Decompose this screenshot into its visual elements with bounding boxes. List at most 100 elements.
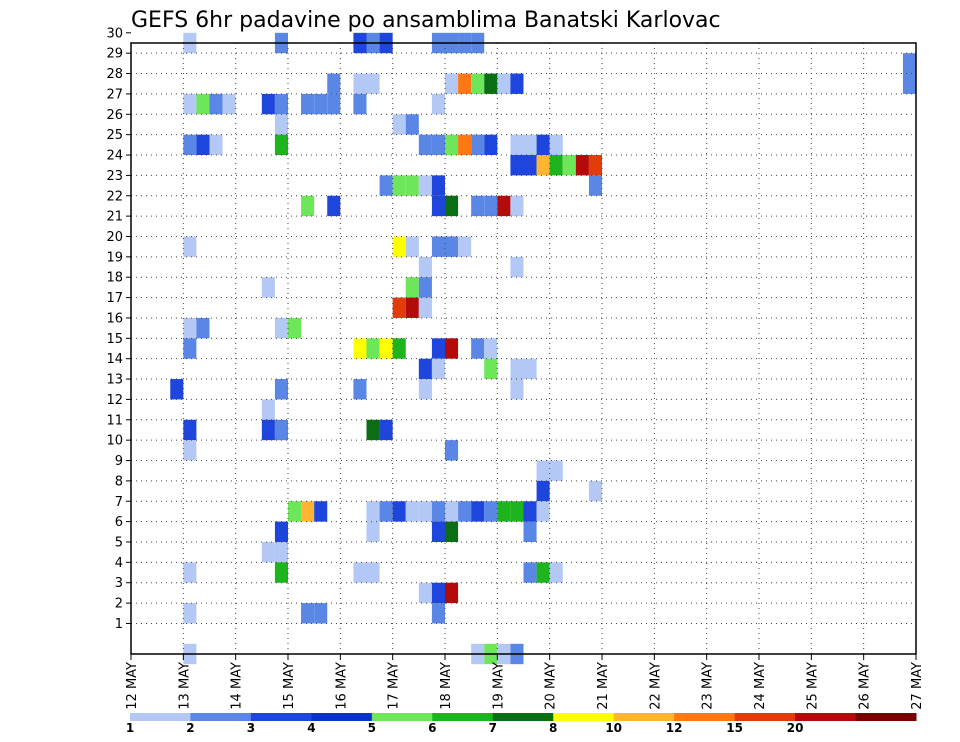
heatmap-cell [196,134,210,156]
colorbar-label: 1 [126,721,134,735]
heatmap-cell [183,562,197,583]
x-tick-label: 21 MAY [596,662,611,710]
y-tick-label: 22 [106,189,123,204]
x-tick-label: 25 MAY [805,662,820,710]
x-tick-label: 13 MAY [177,662,192,710]
y-tick-label: 29 [106,47,123,62]
heatmap-cell [418,175,432,196]
x-tick-label: 20 MAY [544,662,559,710]
heatmap-cell [484,73,498,94]
heatmap-cell [353,379,367,400]
heatmap-cell [549,460,563,481]
heatmap-cell [431,501,445,522]
x-tick-label: 12 MAY [125,662,140,710]
heatmap-cell [431,236,445,257]
heatmap-cell [484,134,498,156]
y-tick-label: 15 [106,332,123,347]
colorbar-label: 4 [307,721,315,735]
x-tick-label: 16 MAY [334,662,349,710]
heatmap-cell [902,53,916,74]
heatmap-cell [183,603,197,624]
colorbar-label: 15 [726,721,743,735]
heatmap-cell [484,358,498,380]
colorbar-swatch [492,713,554,721]
heatmap-cell [274,93,288,115]
heatmap-cell [549,155,563,176]
heatmap-cell [418,256,432,278]
heatmap-cell [431,521,445,542]
heatmap-cell [405,175,419,196]
heatmap-cell [379,501,393,522]
heatmap-cell [458,236,472,257]
colorbar-label: 3 [247,721,255,735]
y-tick-label: 17 [106,291,123,306]
y-tick-label: 18 [106,271,123,286]
heatmap-cell [274,134,288,156]
heatmap-cell [183,338,197,359]
heatmap-cell [379,419,393,441]
heatmap-cell [536,134,550,156]
heatmap-cell [366,521,380,542]
heatmap-cell [314,603,328,624]
heatmap-cell [484,338,498,359]
heatmap-cell [366,338,380,359]
heatmap-cell [183,134,197,156]
heatmap-cell [261,541,275,563]
y-tick-label: 8 [115,474,123,489]
heatmap-cell [445,134,459,156]
heatmap-cell [405,297,419,318]
heatmap-cell [301,195,315,217]
heatmap-cell [418,358,432,380]
heatmap-cell [588,155,602,176]
heatmap-cell [418,277,432,298]
colorbar-label: 20 [787,721,804,735]
heatmap-cell [523,521,537,542]
heatmap-cell [471,195,485,217]
heatmap-cell [497,501,511,522]
heatmap-cell [379,175,393,196]
heatmap-cell [274,114,288,135]
y-tick-label: 30 [106,26,123,41]
heatmap-cell [183,93,197,115]
heatmap-cell [261,277,275,298]
y-tick-label: 24 [106,149,123,164]
heatmap-cell [327,93,341,115]
x-tick-label: 24 MAY [753,662,768,710]
y-tick-label: 25 [106,128,123,143]
colorbar-swatch [432,713,494,721]
y-tick-label: 1 [115,617,123,632]
heatmap-cell [274,379,288,400]
heatmap-cell [366,562,380,583]
y-tick-label: 7 [115,495,123,510]
heatmap-cell [392,501,406,522]
heatmap-cell [445,582,459,604]
colorbar-swatch [553,713,615,721]
heatmap-cell [327,73,341,94]
heatmap-cell [301,603,315,624]
heatmap-cell [405,501,419,522]
colorbar-label: 5 [368,721,376,735]
heatmap-cell [510,358,524,380]
heatmap-cell [261,93,275,115]
heatmap-cell [301,93,315,115]
heatmap-cell [183,419,197,441]
heatmap-cell [445,338,459,359]
heatmap-cell [366,419,380,441]
y-tick-label: 19 [106,250,123,265]
colorbar-swatch [190,713,252,721]
heatmap-cell [431,582,445,604]
x-tick-label: 26 MAY [858,662,873,710]
heatmap-cell [445,521,459,542]
heatmap-cell [314,93,328,115]
heatmap-cell [523,155,537,176]
heatmap-cell [274,419,288,441]
heatmap-cell [536,562,550,583]
y-tick-label: 28 [106,67,123,82]
y-tick-label: 16 [106,311,123,326]
heatmap-cell [366,501,380,522]
colorbar-swatch [613,713,675,721]
heatmap-cell [314,501,328,522]
colorbar-label: 7 [489,721,497,735]
heatmap-cell [431,175,445,196]
